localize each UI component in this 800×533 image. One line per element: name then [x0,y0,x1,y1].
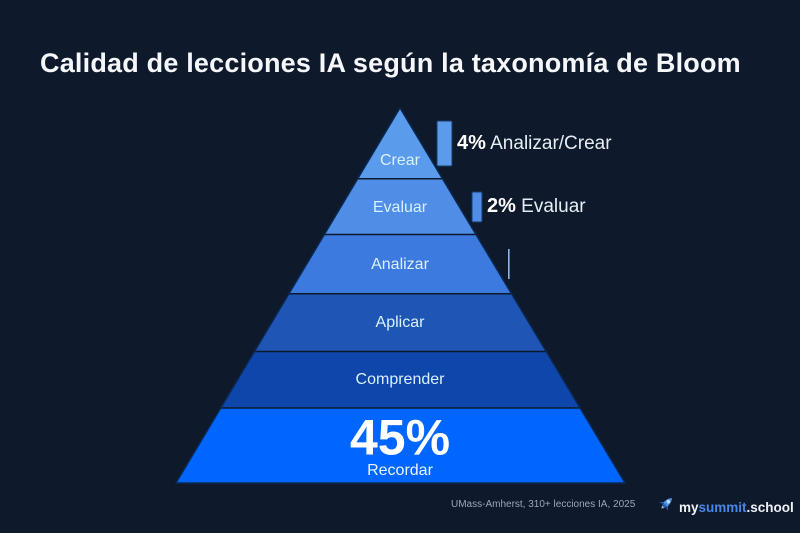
svg-text:4% Analizar/Crear: 4% Analizar/Crear [457,132,612,154]
svg-text:45%: 45% [350,410,450,466]
svg-text:Evaluar: Evaluar [373,199,428,216]
svg-text:Crear: Crear [380,152,421,169]
svg-text:Recordar: Recordar [367,462,433,479]
svg-text:Comprender: Comprender [356,371,446,388]
svg-text:Analizar: Analizar [371,256,429,273]
svg-text:2% Evaluar: 2% Evaluar [487,195,586,217]
svg-text:Aplicar: Aplicar [376,314,426,331]
